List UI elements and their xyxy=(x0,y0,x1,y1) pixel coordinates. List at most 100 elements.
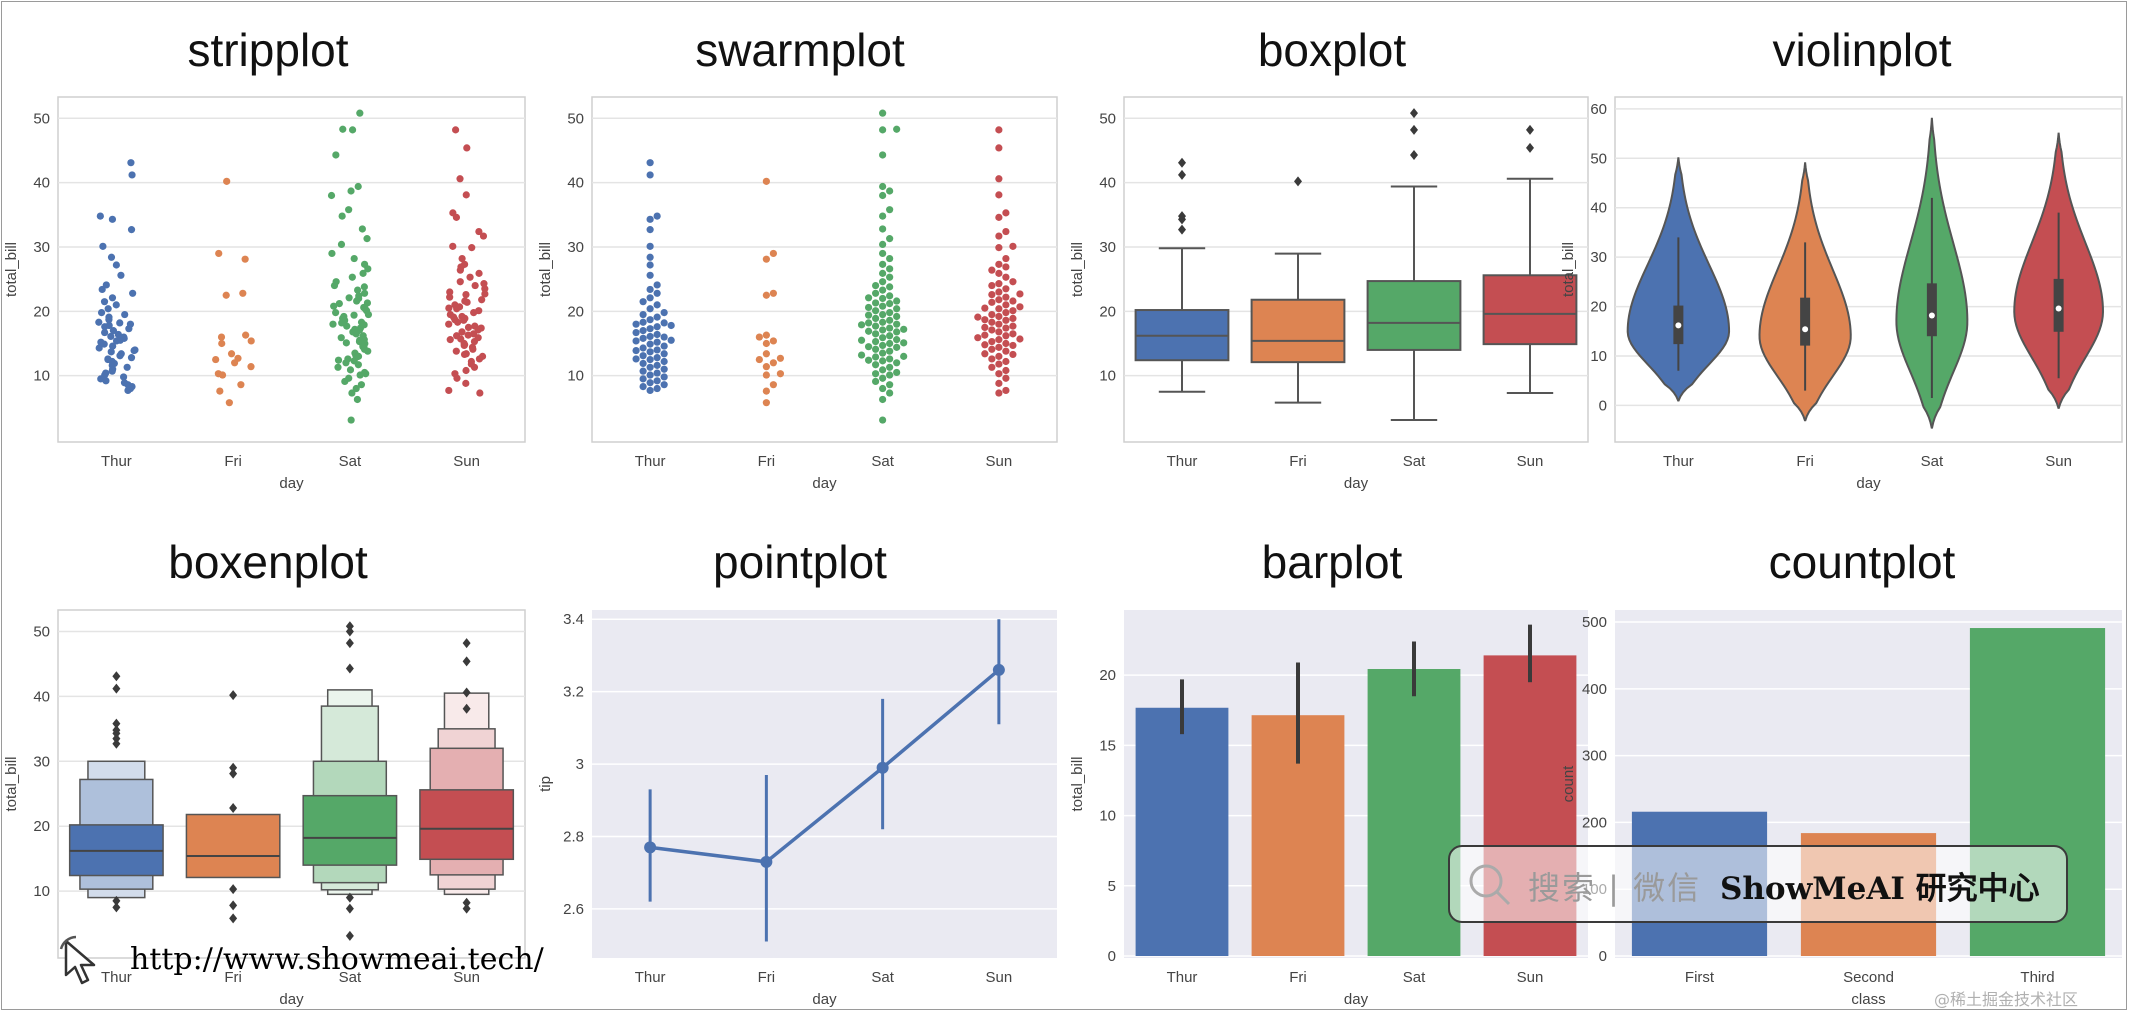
x-tick-label: Fri xyxy=(758,969,776,986)
swarm-point xyxy=(995,305,1003,313)
x-tick-label: Sun xyxy=(453,453,480,470)
swarm-point xyxy=(995,370,1003,378)
strip-point xyxy=(114,330,122,339)
y-tick-label: 0 xyxy=(1108,948,1116,965)
strip-point xyxy=(445,320,453,328)
strip-point xyxy=(338,319,346,327)
box-flier xyxy=(1294,176,1302,187)
box-body xyxy=(1250,298,1346,364)
strip-point xyxy=(356,371,364,379)
strip-point xyxy=(348,273,356,281)
strip-point xyxy=(225,399,233,407)
swarm-point xyxy=(879,109,887,117)
strip-point xyxy=(360,283,368,291)
strip-point xyxy=(466,273,474,281)
swarm-point xyxy=(1009,330,1017,338)
swarm-point xyxy=(872,353,880,361)
swarm-point xyxy=(995,336,1003,344)
boxen-flier xyxy=(345,626,354,637)
y-tick-label: 50 xyxy=(1099,110,1116,127)
swarm-point xyxy=(646,386,654,395)
swarm-point xyxy=(1009,341,1017,350)
y-tick-label: 30 xyxy=(33,239,50,256)
swarm-point xyxy=(879,395,887,404)
swarm-point xyxy=(1002,386,1010,395)
strip-point xyxy=(462,290,470,299)
swarm-point xyxy=(660,373,668,381)
strip-point xyxy=(107,348,115,356)
plot-area xyxy=(591,96,1058,443)
strip-point xyxy=(127,226,136,234)
box-flier xyxy=(1178,157,1186,168)
y-tick-label: 2.8 xyxy=(563,829,584,846)
strip-point xyxy=(458,328,466,336)
strip-point xyxy=(462,366,470,375)
swarm-point xyxy=(879,225,887,233)
boxen-flier xyxy=(462,638,471,649)
swarm-point xyxy=(632,320,640,328)
swarm-point xyxy=(653,301,661,309)
swarm-point xyxy=(646,325,654,333)
swarm-point xyxy=(769,359,777,367)
strip-point xyxy=(328,249,336,258)
swarm-point xyxy=(879,318,887,326)
strip-point xyxy=(464,331,472,339)
swarm-point xyxy=(653,377,661,385)
strip-point xyxy=(338,212,346,220)
swarm-point xyxy=(886,309,894,317)
strip-point xyxy=(223,177,231,185)
chart-barplot: barplot 0 5 10 15 20 Thur Fri Sat Sun day total_bil… xyxy=(1069,536,1588,1008)
y-tick-label: 300 xyxy=(1582,748,1607,765)
boxen-flier xyxy=(112,718,121,729)
strip-point xyxy=(460,316,468,324)
strip-point xyxy=(345,294,353,302)
swarm-point xyxy=(879,334,887,342)
swarm-point xyxy=(981,331,989,339)
swarm-point xyxy=(639,375,647,383)
violin-median xyxy=(1928,312,1935,319)
boxen-flier xyxy=(462,703,471,714)
swarm-point xyxy=(646,285,654,294)
search-icon xyxy=(1469,864,1511,906)
y-tick-label: 50 xyxy=(33,623,50,640)
y-tick-label: 3.4 xyxy=(563,611,584,628)
boxen-box xyxy=(302,794,398,866)
swarm-point xyxy=(879,240,887,249)
swarm-point xyxy=(660,350,668,358)
swarm-point xyxy=(632,337,640,345)
strip-point xyxy=(347,416,355,424)
x-tick-label: Thur xyxy=(635,453,666,470)
strip-point xyxy=(107,332,115,341)
strip-point xyxy=(364,310,373,319)
strip-point xyxy=(329,320,337,328)
y-tick-label: 10 xyxy=(1590,348,1607,365)
box-flier xyxy=(1410,124,1418,135)
swarm-point xyxy=(646,215,654,223)
swarm-point xyxy=(879,302,887,310)
x-tick-label: Sun xyxy=(2045,453,2072,470)
y-tick-label: 3 xyxy=(576,756,584,773)
swarm-point xyxy=(632,355,640,363)
swarm-point xyxy=(1009,350,1017,359)
strip-point xyxy=(242,331,250,339)
chart-title: boxenplot xyxy=(168,536,368,588)
swarm-point xyxy=(879,269,887,277)
swarm-point xyxy=(639,359,647,368)
swarm-point xyxy=(1002,332,1010,340)
swarm-point xyxy=(776,370,785,378)
swarm-point xyxy=(995,232,1003,240)
watermark-search-text: 搜索 | 微信 xyxy=(1528,869,1702,907)
strip-point xyxy=(116,319,124,327)
y-tick-label: 5 xyxy=(1108,878,1116,895)
swarm-point xyxy=(995,269,1003,277)
strip-point xyxy=(108,294,117,302)
swarm-point xyxy=(646,294,654,302)
y-tick-label: 200 xyxy=(1582,814,1607,831)
swarm-point xyxy=(646,271,654,279)
chart-stripplot: stripplot 10 20 30 40 50 Thur Fri Sat Sun day total… xyxy=(3,24,526,492)
boxen-flier xyxy=(345,663,354,674)
swarm-point xyxy=(1002,301,1010,309)
swarm-point xyxy=(886,187,894,195)
swarm-point xyxy=(646,242,654,250)
strip-point xyxy=(362,370,370,378)
